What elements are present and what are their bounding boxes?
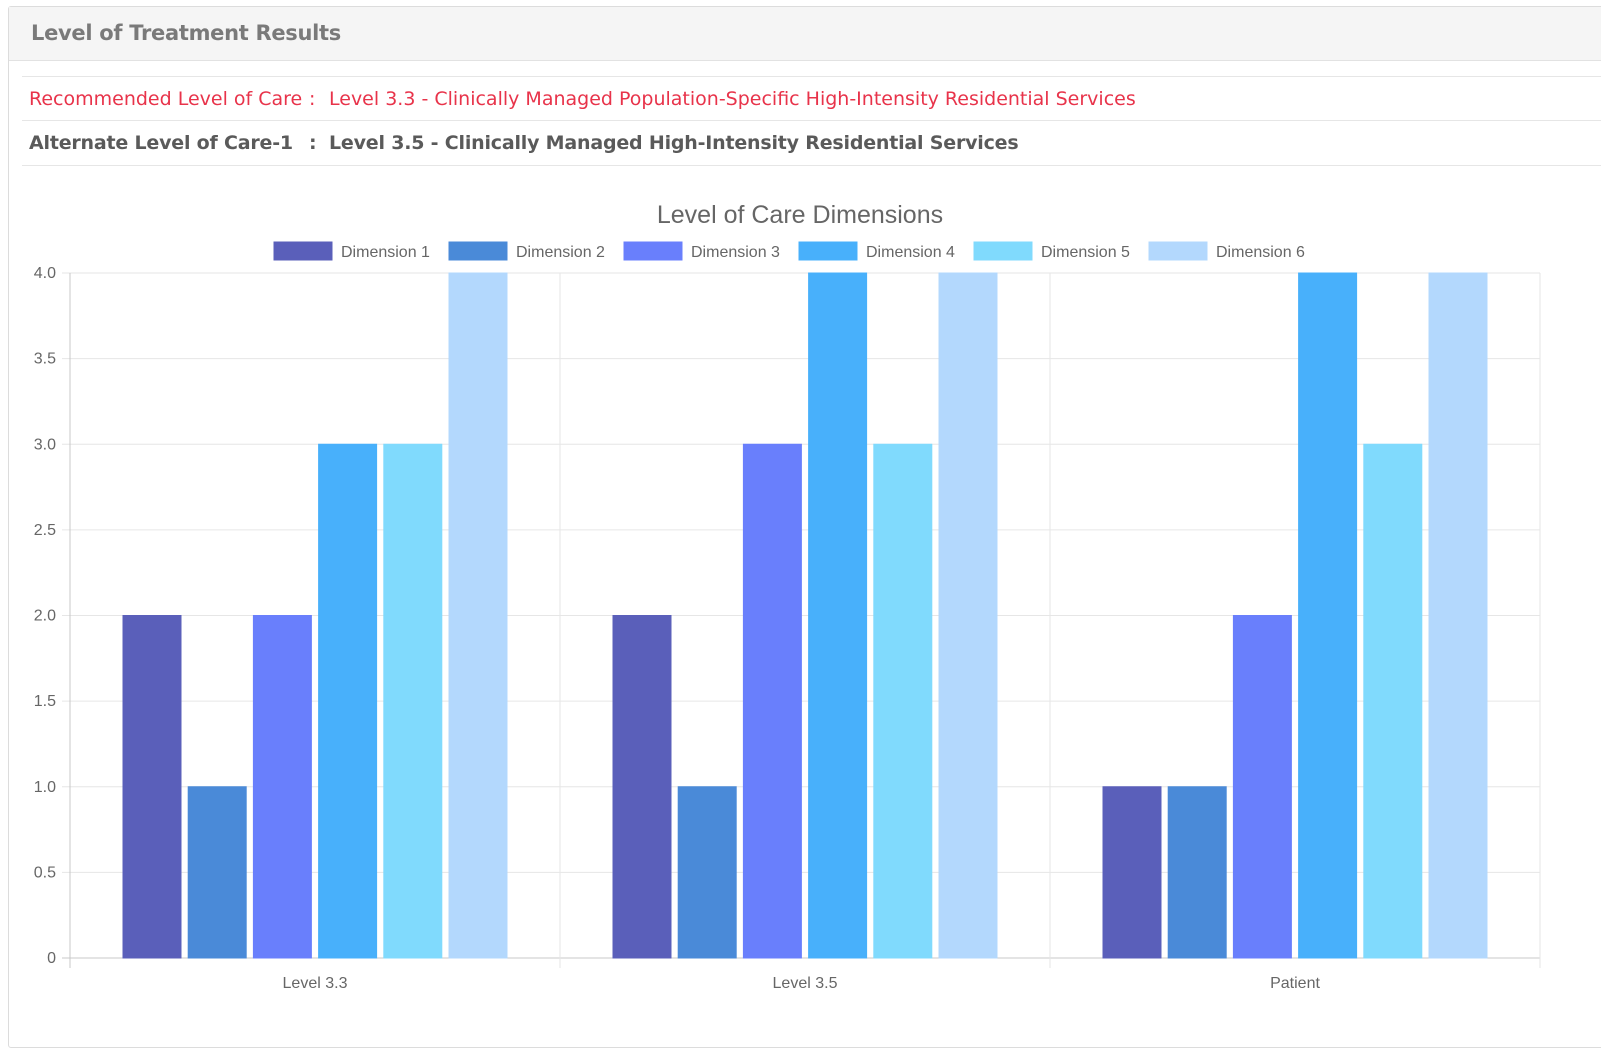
bar-level-3-5-dimension-3: [742, 443, 802, 959]
y-tick-label: 0: [47, 950, 56, 967]
y-tick-label: 4.0: [34, 265, 56, 282]
bar-patient-dimension-1: [1102, 786, 1162, 959]
y-tick-label: 0.5: [34, 864, 56, 881]
bar-level-3-5-dimension-2: [677, 786, 737, 959]
bar-patient-dimension-4: [1298, 272, 1358, 959]
alternate-level-value: Level 3.5 - Clinically Managed High-Inte…: [329, 132, 1019, 154]
bar-level-3-5-dimension-6: [938, 272, 998, 959]
bar-patient-dimension-3: [1232, 615, 1292, 959]
bar-level-3-3-dimension-2: [187, 786, 247, 959]
legend-swatch-dimension-5: [973, 241, 1033, 261]
bar-level-3-3-dimension-4: [318, 443, 378, 959]
recommended-level-separator: :: [309, 88, 316, 110]
bar-patient-dimension-6: [1428, 272, 1488, 959]
x-tick-label: Level 3.3: [283, 975, 348, 992]
y-tick-label: 1.0: [34, 779, 56, 796]
y-tick-label: 1.5: [34, 693, 56, 710]
bar-patient-dimension-2: [1167, 786, 1227, 959]
recommended-level-label: Recommended Level of Care: [29, 88, 303, 110]
bar-level-3-3-dimension-1: [122, 615, 182, 959]
y-tick-label: 3.5: [34, 351, 56, 368]
y-tick-label: 2.0: [34, 608, 56, 625]
bar-level-3-3-dimension-6: [448, 272, 508, 959]
legend-swatch-dimension-4: [798, 241, 858, 261]
panel-title: Level of Treatment Results: [31, 21, 341, 45]
bar-level-3-3-dimension-5: [383, 443, 443, 959]
y-tick-label: 2.5: [34, 522, 56, 539]
alternate-level-label: Alternate Level of Care-1: [29, 132, 293, 154]
legend-swatch-dimension-1: [273, 241, 333, 261]
legend-swatch-dimension-6: [1148, 241, 1208, 261]
legend-swatch-dimension-3: [623, 241, 683, 261]
legend-label-dimension-5: Dimension 5: [1041, 244, 1130, 261]
panel-header: Level of Treatment Results: [9, 7, 1601, 61]
legend-label-dimension-1: Dimension 1: [341, 244, 430, 261]
bar-level-3-3-dimension-3: [252, 615, 312, 959]
bar-patient-dimension-5: [1363, 443, 1423, 959]
legend-label-dimension-2: Dimension 2: [516, 244, 605, 261]
chart-title: Level of Care Dimensions: [657, 201, 943, 229]
y-tick-label: 3.0: [34, 436, 56, 453]
recommended-level-row: Recommended Level of Care : Level 3.3 - …: [22, 76, 1601, 121]
legend-swatch-dimension-2: [448, 241, 508, 261]
bar-level-3-5-dimension-4: [808, 272, 868, 959]
bar-level-3-5-dimension-1: [612, 615, 672, 959]
alternate-level-row: Alternate Level of Care-1 : Level 3.5 - …: [22, 120, 1601, 166]
legend-label-dimension-6: Dimension 6: [1216, 244, 1305, 261]
legend-label-dimension-4: Dimension 4: [866, 244, 955, 261]
x-tick-label: Level 3.5: [773, 975, 838, 992]
recommended-level-value: Level 3.3 - Clinically Managed Populatio…: [329, 88, 1136, 110]
x-tick-label: Patient: [1270, 975, 1320, 992]
level-of-care-chart: Level of Care Dimensions Dimension 1 Dimen…: [34, 201, 1541, 992]
legend-label-dimension-3: Dimension 3: [691, 244, 780, 261]
bar-level-3-5-dimension-5: [873, 443, 933, 959]
alternate-level-separator: :: [309, 132, 317, 154]
